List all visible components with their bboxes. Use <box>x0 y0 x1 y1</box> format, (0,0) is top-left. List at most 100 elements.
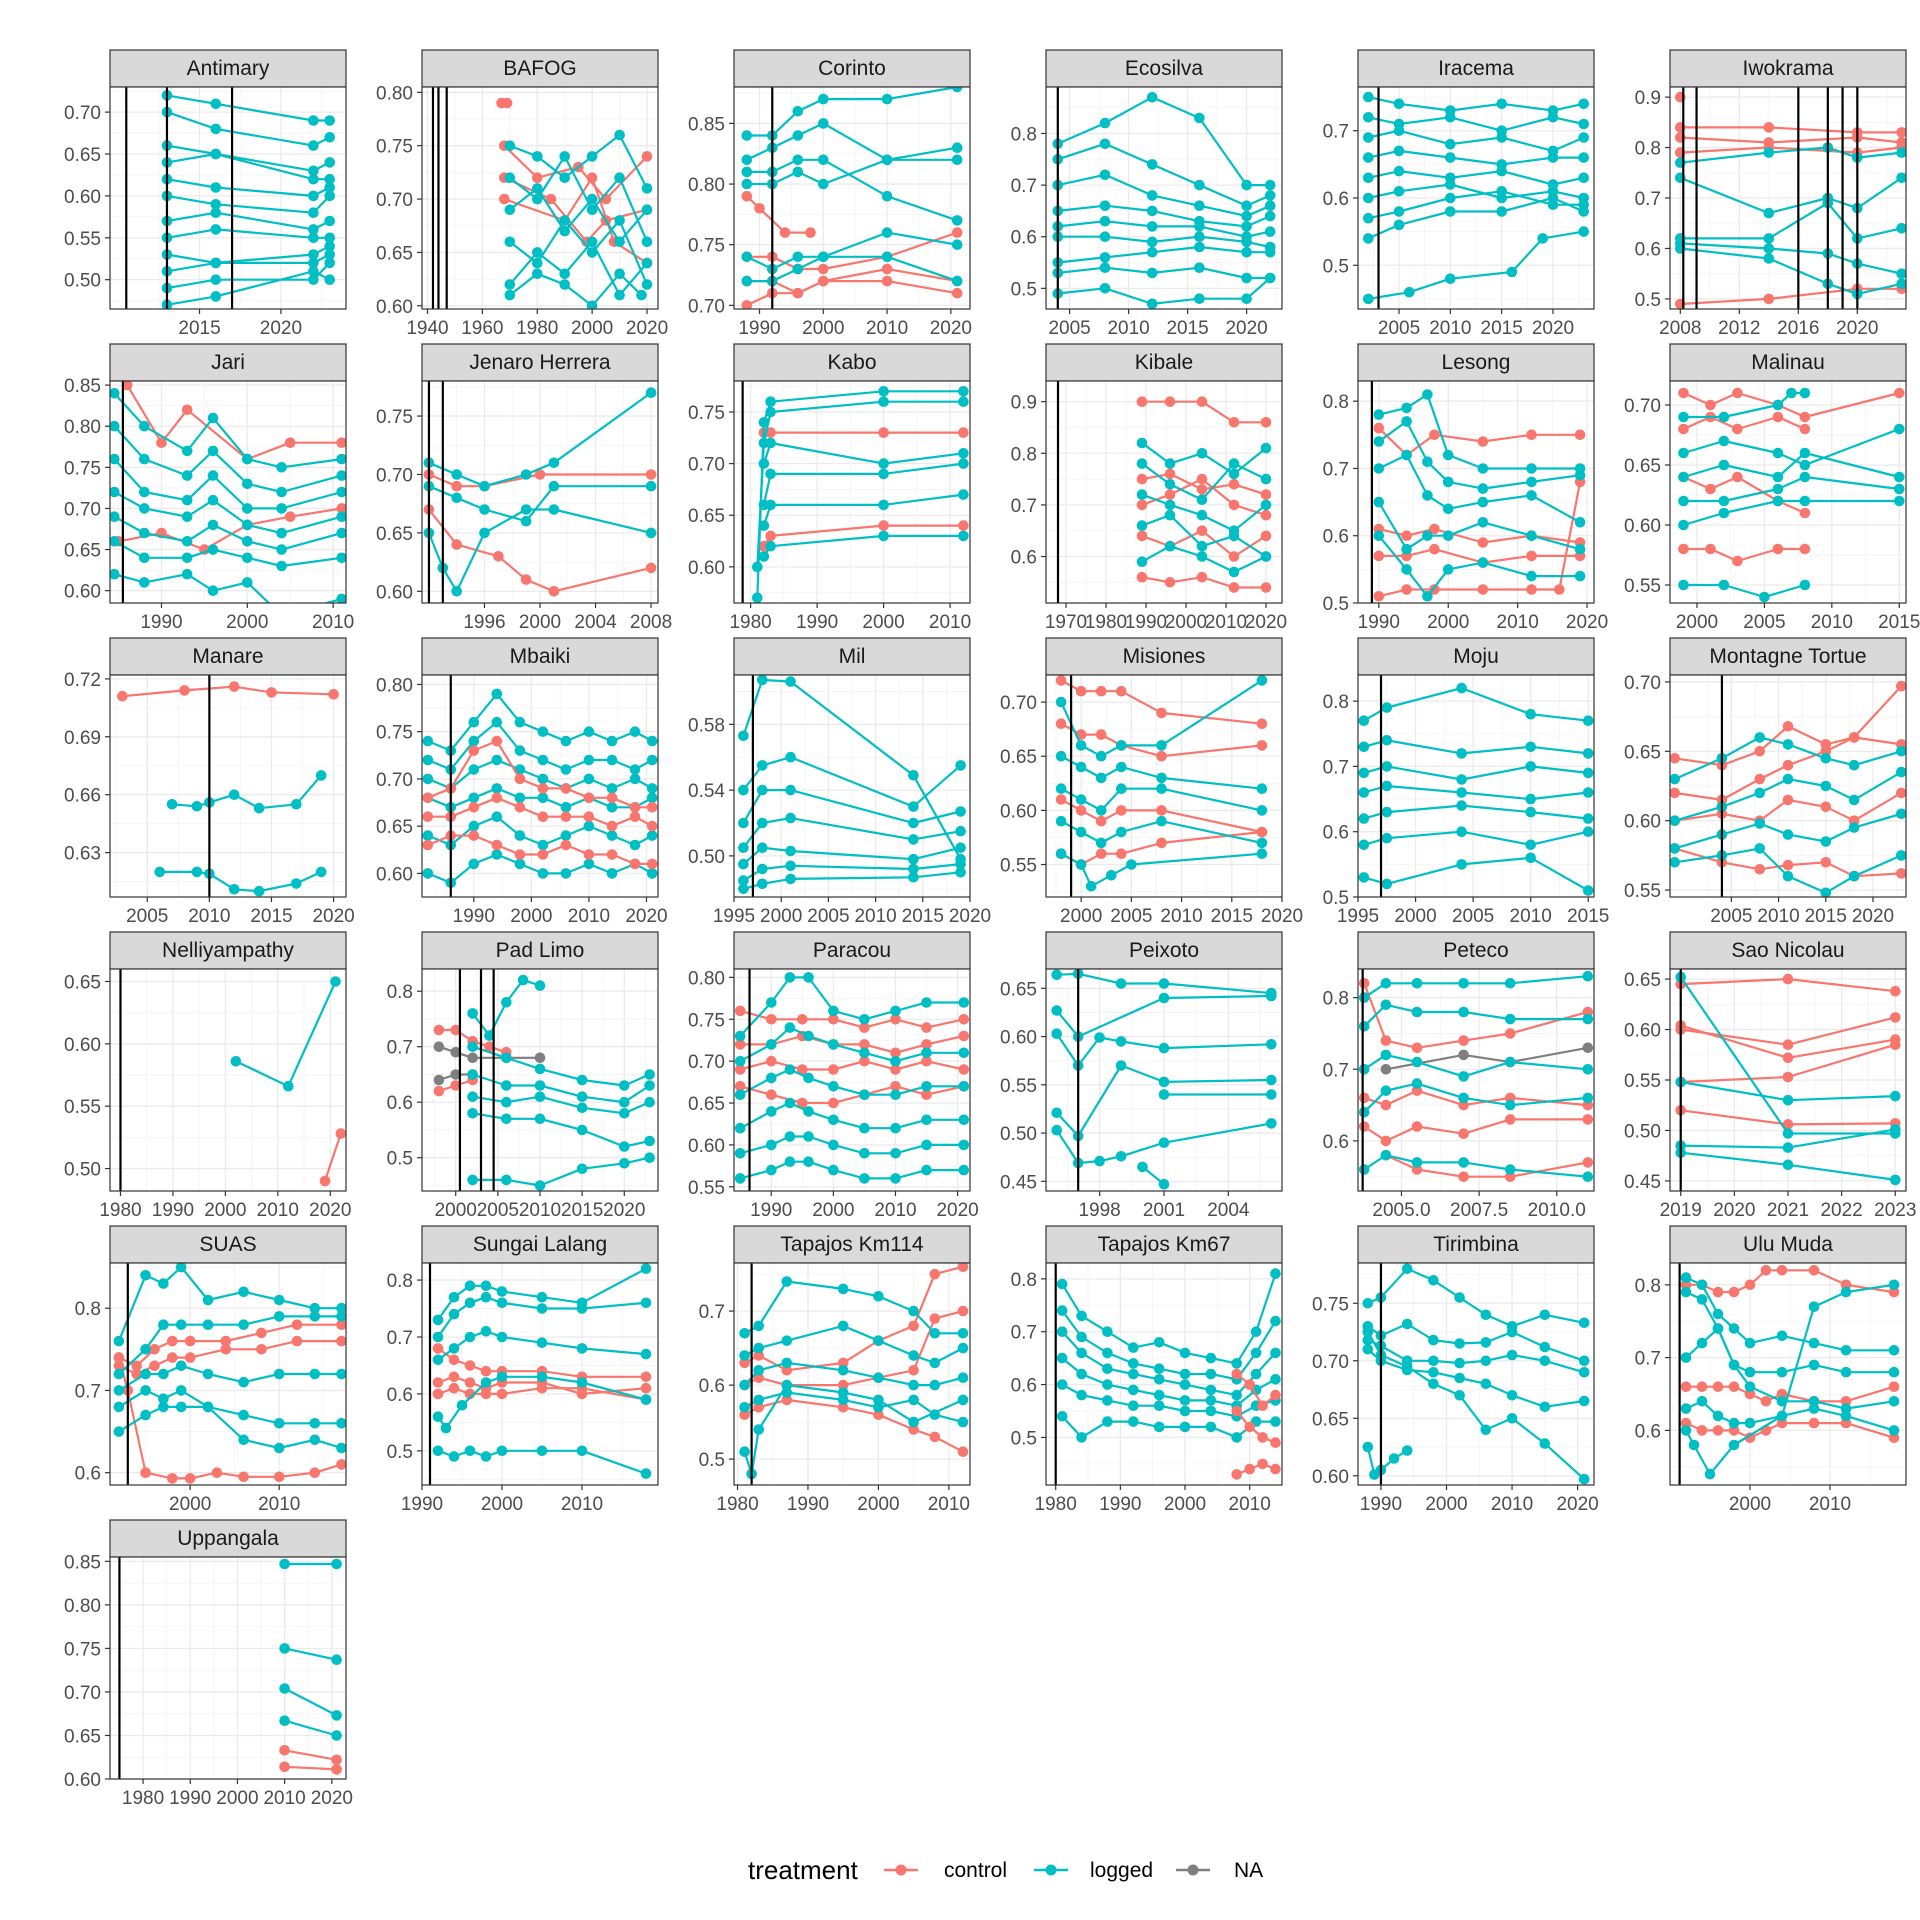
data-point-logged <box>560 735 572 747</box>
data-point-logged <box>514 858 526 870</box>
y-tick-label: 0.70 <box>688 296 725 317</box>
data-point-logged <box>110 388 120 399</box>
data-point-logged <box>1848 759 1860 771</box>
data-point-logged <box>308 257 319 269</box>
data-point-logged <box>881 154 893 166</box>
y-tick-label: 0.55 <box>1624 881 1661 902</box>
data-point-logged <box>873 1372 884 1383</box>
y-tick-label: 0.60 <box>64 1770 101 1791</box>
y-tick-label: 0.7 <box>1323 122 1349 143</box>
x-tick-label: 1980 <box>716 1494 758 1515</box>
x-tick-label: 2010 <box>1497 612 1539 633</box>
x-tick-label: 2000 <box>1676 612 1718 633</box>
data-point-logged <box>890 1005 901 1017</box>
data-point-control <box>741 190 753 202</box>
data-point-logged <box>619 1080 630 1091</box>
data-point-logged <box>1547 152 1559 163</box>
data-point-logged <box>448 1291 460 1303</box>
data-point-logged <box>766 1106 777 1117</box>
data-point-logged <box>1428 1334 1439 1346</box>
x-tick-label: 2000 <box>1729 1494 1771 1515</box>
y-tick-label: 0.60 <box>688 558 725 579</box>
data-point-control <box>1411 1121 1423 1132</box>
data-point-logged <box>324 190 336 202</box>
data-point-control <box>560 783 572 794</box>
data-point-control <box>1095 729 1107 740</box>
series-line-NA <box>1385 1046 1588 1071</box>
data-point-logged <box>110 486 120 498</box>
data-point-logged <box>1179 1379 1191 1390</box>
data-point-logged <box>1264 179 1276 191</box>
data-point-control <box>1799 423 1811 435</box>
y-tick-label: 0.5 <box>1323 888 1349 909</box>
data-point-logged <box>792 154 804 166</box>
data-point-logged <box>908 1394 919 1406</box>
data-point-logged <box>1164 540 1176 552</box>
data-point-control <box>279 1745 290 1756</box>
data-point-logged <box>1102 1395 1113 1406</box>
y-tick-label: 0.8 <box>1011 444 1037 465</box>
y-tick-label: 0.70 <box>376 770 413 791</box>
data-point-control <box>1504 1028 1516 1039</box>
series-group <box>1680 1265 1900 1480</box>
y-tick-label: 0.6 <box>1011 548 1037 569</box>
data-point-logged <box>1266 1039 1277 1050</box>
panel-border <box>1357 1262 1595 1486</box>
x-tick-label: 1990 <box>750 1200 792 1221</box>
data-point-control <box>828 1064 839 1075</box>
y-tick-label: 0.50 <box>64 1160 101 1181</box>
data-point-logged <box>765 406 776 418</box>
data-point-logged <box>1179 1347 1191 1359</box>
data-point-control <box>646 820 658 832</box>
data-point-logged <box>1480 1355 1492 1367</box>
data-point-control <box>765 530 776 542</box>
data-point-logged <box>958 386 969 397</box>
y-tick-label: 0.75 <box>688 403 725 424</box>
data-point-logged <box>1894 483 1905 495</box>
data-point-logged <box>158 1368 169 1380</box>
data-point-logged <box>878 530 889 542</box>
y-tick-label: 0.75 <box>1312 1294 1349 1315</box>
x-tick-label: 2012 <box>1718 318 1760 339</box>
legend-key-control: control <box>884 1859 1007 1882</box>
data-point-logged <box>1153 1400 1165 1411</box>
data-point-logged <box>1194 200 1205 211</box>
data-point-control <box>1678 387 1689 399</box>
data-point-logged <box>586 300 598 309</box>
data-point-logged <box>586 151 598 162</box>
data-point-control <box>1401 530 1412 541</box>
data-point-logged <box>181 445 193 457</box>
data-point-control <box>121 381 133 391</box>
x-tick-label: 2010 <box>1491 1494 1533 1515</box>
data-point-control <box>583 792 595 804</box>
x-tick-label: 2015 <box>1878 612 1920 633</box>
y-tick-label: 0.65 <box>1000 747 1037 768</box>
y-tick-label: 0.60 <box>376 582 413 603</box>
x-tick-label: 1990 <box>453 906 495 927</box>
data-point-logged <box>1578 118 1589 130</box>
x-tick-label: 2000 <box>862 612 904 633</box>
data-point-logged <box>583 858 595 870</box>
data-point-logged <box>921 1081 932 1092</box>
series-line-logged <box>166 270 331 306</box>
data-point-control <box>1526 550 1537 562</box>
facet-title: Paracou <box>813 939 891 962</box>
x-tick-label: 1980 <box>122 1788 164 1809</box>
data-point-logged <box>1102 1347 1113 1359</box>
series-group <box>1136 396 1272 593</box>
data-point-logged <box>781 1276 793 1287</box>
x-tick-label: 2020 <box>949 906 991 927</box>
gridlines <box>110 675 346 897</box>
data-point-logged <box>1506 1390 1518 1401</box>
data-point-logged <box>576 1102 588 1114</box>
data-point-control <box>279 1761 290 1773</box>
data-point-logged <box>514 792 526 804</box>
x-tick-label: 2010 <box>312 612 354 633</box>
data-point-logged <box>1056 1379 1068 1390</box>
data-point-logged <box>765 396 776 408</box>
series-line-logged <box>1061 1383 1276 1418</box>
data-point-logged <box>158 1319 169 1330</box>
x-tick-label: 2005 <box>1378 318 1420 339</box>
data-point-logged <box>1362 1441 1374 1453</box>
